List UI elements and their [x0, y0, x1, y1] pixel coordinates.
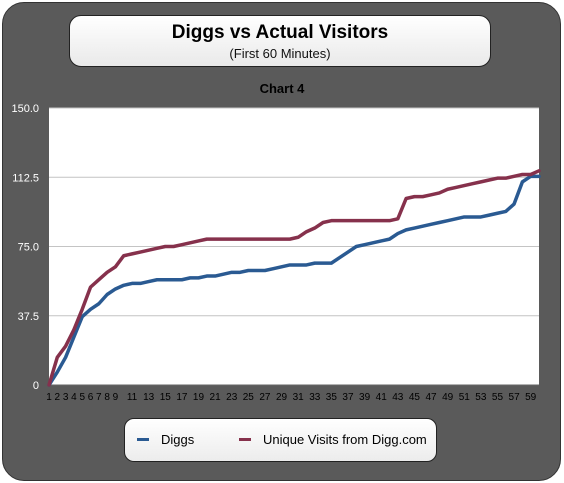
x-tick-label: 2 — [55, 392, 61, 403]
legend-item-unique-visits: Unique Visits from Digg.com — [239, 432, 427, 447]
x-tick-label: 47 — [425, 392, 437, 403]
x-tick-label: 37 — [342, 392, 354, 403]
x-tick-label: 3 — [63, 392, 69, 403]
x-tick-label: 19 — [193, 392, 205, 403]
chart-main-title: Diggs vs Actual Visitors — [171, 22, 389, 43]
y-tick-label: 150.0 — [11, 103, 39, 115]
x-tick-label: 6 — [88, 392, 94, 403]
x-tick-labels: 1 2 3 4 5 6 7 8 9 11 13 15 17 19 21 23 25 27 29 31 33 35 37 39 4… — [46, 392, 536, 403]
series-line-diggs — [47, 174, 541, 387]
x-tick-label: 8 — [104, 392, 110, 403]
x-tick-label: 23 — [226, 392, 238, 403]
x-tick-label: 45 — [409, 392, 421, 403]
y-tick-label: 0 — [33, 380, 39, 392]
x-tick-label: 11 — [127, 392, 138, 403]
series-line-unique-visits — [47, 169, 541, 387]
x-tick-label: 51 — [459, 392, 471, 403]
x-tick-label: 15 — [160, 392, 172, 403]
x-tick-label: 35 — [326, 392, 338, 403]
x-tick-label: 39 — [359, 392, 371, 403]
x-tick-label: 27 — [259, 392, 271, 403]
legend: Diggs Unique Visits from Digg.com — [124, 418, 437, 462]
x-tick-label: 13 — [143, 392, 155, 403]
legend-swatch-diggs — [137, 438, 149, 441]
x-tick-label: 9 — [113, 392, 119, 403]
chart-title: Chart 4 — [259, 81, 305, 96]
y-tick-label: 37.5 — [18, 311, 39, 323]
x-tick-label: 29 — [276, 392, 288, 403]
x-tick-label: 59 — [525, 392, 537, 403]
gridlines — [49, 107, 539, 386]
legend-item-diggs: Diggs — [137, 432, 194, 447]
legend-swatch-unique-visits — [239, 438, 251, 441]
x-tick-label: 17 — [176, 392, 188, 403]
x-tick-label: 55 — [492, 392, 504, 403]
x-tick-label: 43 — [392, 392, 404, 403]
x-tick-label: 5 — [79, 392, 85, 403]
x-tick-label: 4 — [71, 392, 77, 403]
x-tick-label: 7 — [96, 392, 102, 403]
y-tick-labels: 0 37.5 75.0 112.5 150.0 — [11, 103, 39, 392]
x-tick-label: 31 — [293, 392, 305, 403]
series-lines — [47, 169, 541, 387]
chart-subtitle: (First 60 Minutes) — [229, 46, 331, 61]
y-tick-label: 112.5 — [12, 172, 39, 184]
x-tick-label: 25 — [243, 392, 255, 403]
title-box: Diggs vs Actual Visitors (First 60 Minut… — [69, 15, 491, 67]
legend-label-diggs: Diggs — [161, 432, 195, 447]
x-tick-label: 57 — [509, 392, 521, 403]
x-tick-label: 53 — [475, 392, 487, 403]
x-tick-label: 33 — [309, 392, 321, 403]
x-tick-label: 49 — [442, 392, 454, 403]
x-tick-label: 41 — [376, 392, 388, 403]
legend-label-unique-visits: Unique Visits from Digg.com — [263, 432, 427, 447]
x-tick-label: 1 — [46, 392, 52, 403]
y-tick-label: 75.0 — [18, 242, 39, 254]
x-tick-label: 21 — [210, 392, 222, 403]
